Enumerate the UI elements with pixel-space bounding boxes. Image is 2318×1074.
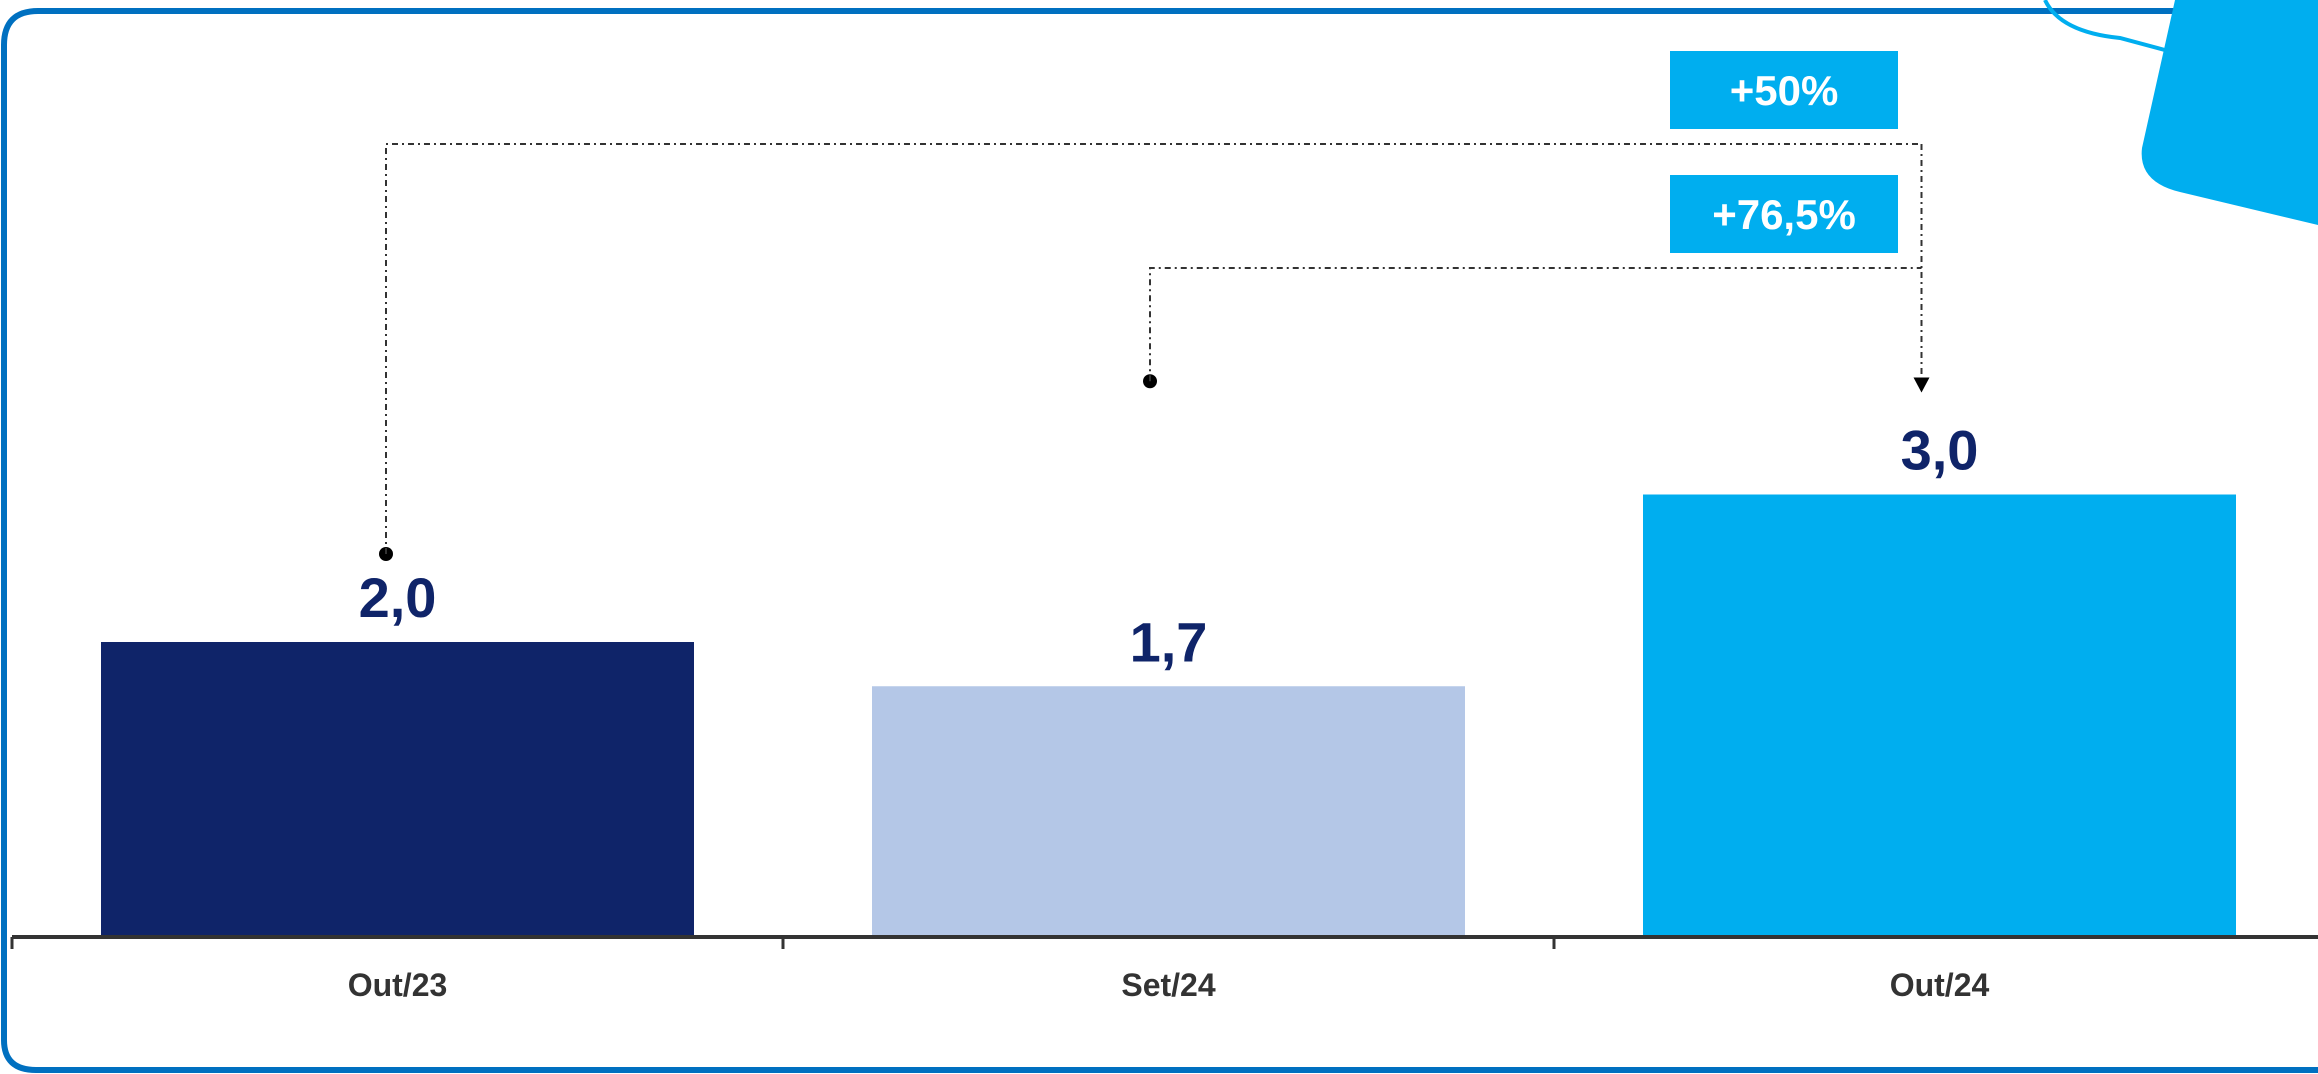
x-tick-label: Out/24 [1890, 967, 1990, 1003]
comparison-bracket [1149, 267, 1922, 382]
x-tick-label: Out/23 [348, 967, 448, 1003]
value-labels-group: 2,0 1,7 3,0 [359, 419, 1979, 674]
x-axis [10, 935, 2318, 949]
value-label: 2,0 [359, 566, 437, 629]
x-tick-labels-group: Out/23 Set/24 Out/24 [348, 967, 1990, 1003]
frame-border [0, 8, 2318, 1073]
comparison-connectors [379, 143, 1930, 561]
bar-out-24 [1643, 494, 2236, 937]
bars-group [101, 494, 2236, 937]
comparison-badges: +50% +76,5% [1670, 51, 1898, 253]
bar-set-24 [872, 686, 1465, 937]
corner-decoration-shape [2141, 0, 2318, 225]
comparison-badge [1670, 51, 1898, 129]
value-label: 1,7 [1130, 610, 1208, 673]
x-tick-label: Set/24 [1121, 967, 1215, 1003]
comparison-badge [1670, 175, 1898, 253]
corner-decoration-line [2043, 0, 2181, 56]
comparison-badge-label: +76,5% [1712, 191, 1856, 238]
comparison-bracket [385, 143, 1922, 554]
value-label: 3,0 [1901, 419, 1979, 482]
comparison-arrowhead [1913, 377, 1930, 393]
bar-out-23 [101, 642, 694, 937]
comparison-badge-label: +50% [1730, 67, 1839, 114]
